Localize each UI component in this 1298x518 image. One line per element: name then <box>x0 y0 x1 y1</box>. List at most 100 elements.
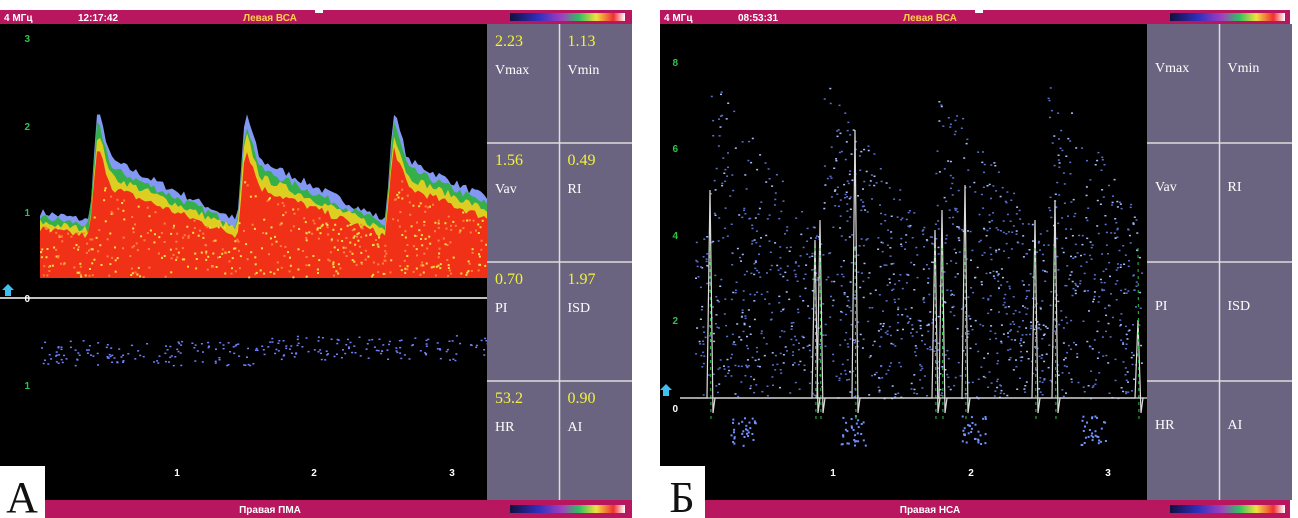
speckle <box>1007 336 1010 338</box>
speckle <box>153 361 156 363</box>
speckle <box>1120 207 1123 210</box>
speckle <box>1065 285 1068 287</box>
speckle <box>1006 281 1009 283</box>
speckle <box>887 369 890 371</box>
speckle <box>429 242 432 245</box>
speckle <box>1000 389 1003 392</box>
speckle <box>1082 415 1085 418</box>
speckle <box>720 93 722 96</box>
speckle <box>205 252 208 255</box>
speckle <box>1125 379 1128 381</box>
speckle <box>786 226 789 228</box>
speckle <box>1103 289 1106 291</box>
speckle <box>231 257 234 260</box>
speckle <box>246 258 249 261</box>
speckle <box>78 354 81 356</box>
speckle <box>804 273 807 275</box>
speckle <box>841 273 844 276</box>
speckle <box>424 210 427 213</box>
speckle <box>1015 213 1018 215</box>
speckle <box>404 271 407 274</box>
speckle <box>1138 324 1141 326</box>
speckle <box>475 346 478 349</box>
speckle <box>60 346 63 348</box>
speckle <box>719 285 722 287</box>
speckle <box>372 273 375 276</box>
speckle <box>319 226 322 229</box>
speckle <box>921 387 924 389</box>
speckle <box>869 180 872 182</box>
speckle <box>1056 237 1058 240</box>
speckle <box>1063 183 1066 185</box>
speckle <box>726 335 729 338</box>
speckle <box>803 364 806 367</box>
speckle <box>880 336 883 338</box>
speckle <box>749 385 752 387</box>
speckle <box>337 248 339 251</box>
speckle <box>1139 256 1141 259</box>
speckle <box>844 369 847 372</box>
speckle <box>982 375 985 378</box>
speckle <box>770 318 773 320</box>
speckle <box>774 354 777 357</box>
speckle <box>900 219 903 221</box>
speckle <box>839 319 842 321</box>
speckle <box>767 168 770 170</box>
speckle <box>55 354 58 356</box>
speckle <box>1080 444 1083 446</box>
speckle <box>1046 230 1049 232</box>
speckle <box>801 211 804 213</box>
speckle <box>712 119 715 122</box>
cell-label: HR <box>1155 418 1175 433</box>
speckle <box>354 243 357 246</box>
speckle <box>730 223 733 225</box>
speckle <box>873 153 876 155</box>
speckle <box>762 337 765 339</box>
speckle <box>769 251 772 253</box>
speckle <box>127 353 130 355</box>
speckle <box>793 362 796 364</box>
speckle <box>976 266 979 269</box>
speckle <box>1078 234 1081 237</box>
speckle <box>296 335 299 338</box>
speckle <box>983 228 986 231</box>
speckle <box>1108 184 1110 187</box>
speckle <box>1005 233 1008 235</box>
speckle <box>950 294 952 296</box>
speckle <box>1124 374 1127 376</box>
speckle <box>984 418 987 420</box>
speckle <box>1131 390 1133 392</box>
speckle <box>708 289 711 292</box>
speckle <box>915 347 918 350</box>
speckle <box>381 350 383 352</box>
speckle <box>849 391 852 393</box>
speckle <box>319 349 322 351</box>
speckle <box>477 232 480 234</box>
speckle <box>727 166 729 169</box>
speckle <box>337 232 340 235</box>
speckle <box>937 246 940 249</box>
speckle <box>967 169 970 171</box>
speckle <box>268 198 270 201</box>
speckle <box>881 242 884 244</box>
speckle <box>238 249 240 252</box>
speckle <box>954 207 957 210</box>
speckle <box>208 345 210 347</box>
speckle <box>979 434 982 437</box>
speckle <box>810 356 813 358</box>
speckle <box>340 228 343 231</box>
y-axis-label: 0 <box>672 404 678 415</box>
speckle <box>849 281 852 283</box>
speckle <box>470 344 473 347</box>
speckle <box>997 171 1000 173</box>
speckle <box>368 339 371 341</box>
speckle <box>53 246 56 249</box>
speckle <box>931 322 934 324</box>
speckle <box>1135 219 1138 221</box>
speckle <box>106 255 109 258</box>
speckle <box>742 290 745 292</box>
speckle <box>974 438 977 440</box>
speckle <box>710 340 713 342</box>
speckle <box>965 315 967 318</box>
